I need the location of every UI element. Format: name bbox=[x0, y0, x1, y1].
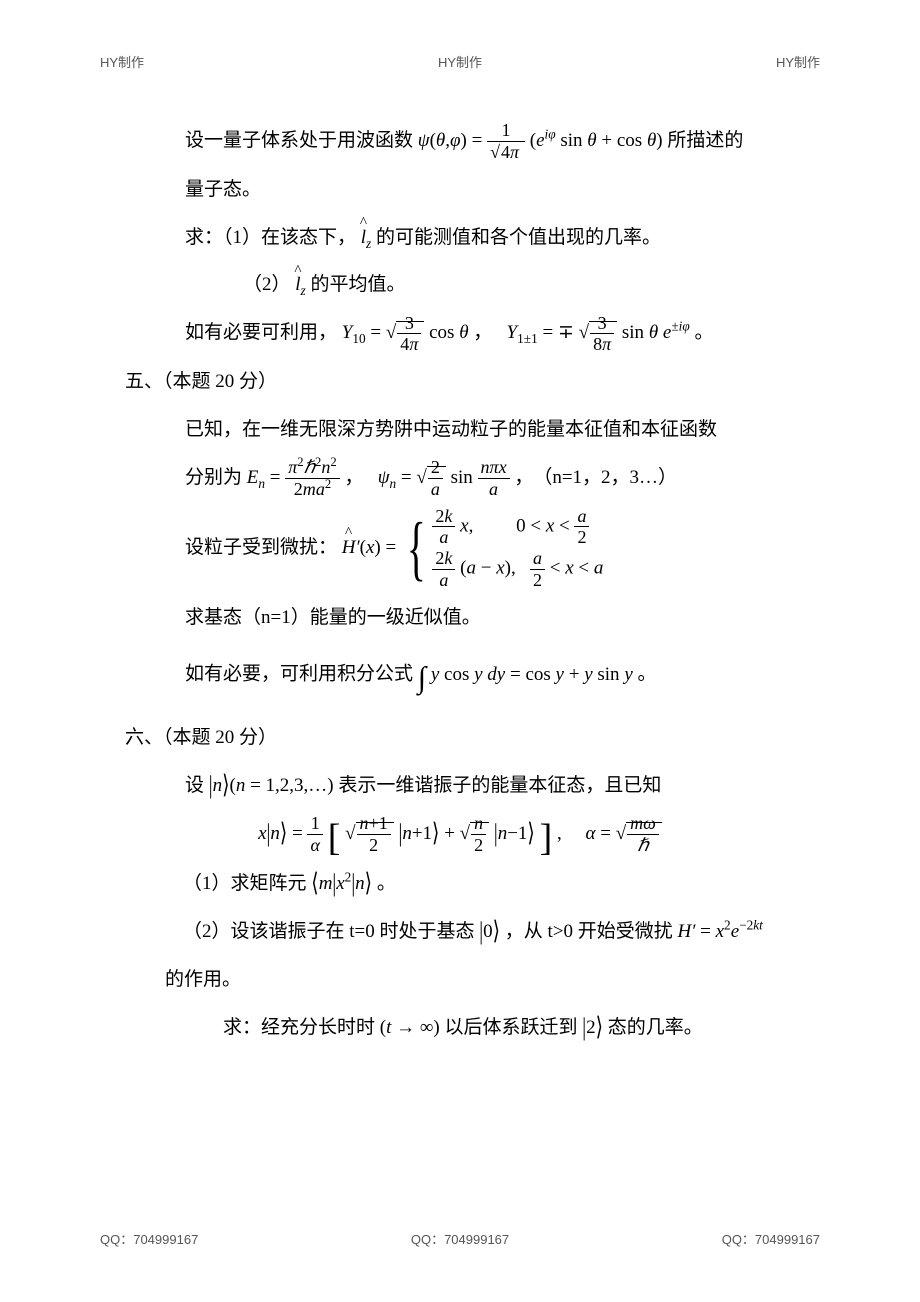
q4-line3-suffix: 的平均值。 bbox=[310, 274, 405, 295]
q4-line1c: 量子态。 bbox=[185, 169, 795, 211]
q5-perturb-prefix: 设粒子受到微扰： bbox=[185, 537, 337, 558]
q4-line1: 设一量子体系处于用波函数 ψ(θ,φ) = 1√4π (eiφ sin θ + … bbox=[185, 120, 795, 163]
q5-line2: 分别为 En = π2ℏ2n22ma2 ， ψn = √2a sin nπxa … bbox=[185, 457, 795, 500]
q5-heading: 五、（本题 20 分） bbox=[125, 361, 795, 403]
q5-cases: 2ka x, 0 < x < a2 2ka (a − x), a2 < x < … bbox=[432, 506, 603, 591]
q6-part2-mid: ，从 t>0 开始受微扰 bbox=[505, 921, 678, 942]
q5-line2-prefix: 分别为 bbox=[185, 467, 247, 488]
q6-ask: 求：经充分长时时 (t → ∞) 以后体系跃迁到 |2⟩ 态的几率。 bbox=[223, 1007, 795, 1049]
q5-line1: 已知，在一维无限深方势阱中运动粒子的能量本征值和本征函数 bbox=[185, 409, 795, 451]
q5-integral: ∫ y cos y dy = cos y + y sin y bbox=[418, 664, 638, 685]
q6-line1-suffix: 表示一维谐振子的能量本征态，且已知 bbox=[338, 775, 661, 796]
q6-part1-suffix: 。 bbox=[377, 873, 396, 894]
q4-line2-suffix: 的可能测值和各个值出现的几率。 bbox=[376, 227, 661, 248]
q6-line1: 设 |n⟩(n = 1,2,3,…) 表示一维谐振子的能量本征态，且已知 bbox=[185, 765, 795, 807]
q6-Hprime: H′ = x2e−2kt bbox=[677, 921, 762, 942]
q5-line5-prefix: 如有必要，可利用积分公式 bbox=[185, 664, 418, 685]
q5-line4: 求基态（n=1）能量的一级近似值。 bbox=[185, 597, 795, 639]
q5-En: En = π2ℏ2n22ma2 bbox=[247, 467, 345, 488]
watermark-header-left: HY制作 bbox=[100, 52, 144, 71]
q6-ask-mid: 以后体系跃迁到 bbox=[445, 1017, 583, 1038]
q6-ask-suffix: 态的几率。 bbox=[608, 1017, 703, 1038]
q4-y1pm: Y1±1 = ∓ √38π sin θ e±iφ bbox=[507, 322, 695, 343]
watermark-header-mid: HY制作 bbox=[438, 52, 482, 71]
q6-ask-prefix: 求：经充分长时时 bbox=[223, 1017, 380, 1038]
q4-psi-expr: ψ(θ,φ) = 1√4π (eiφ sin θ + cos θ) bbox=[418, 130, 668, 151]
q4-line1-suffix: 所描述的 bbox=[667, 130, 743, 151]
q6-part1: （1）求矩阵元 ⟨m|x2|n⟩ 。 bbox=[183, 863, 795, 905]
q6-line1-prefix: 设 bbox=[185, 775, 209, 796]
q4-hint-prefix: 如有必要可利用， bbox=[185, 322, 337, 343]
q4-line3-prefix: （2） bbox=[243, 274, 291, 295]
q5-Hprime: H′(x) = bbox=[342, 537, 401, 558]
q4-line2: 求：（1）在该态下， lz 的可能测值和各个值出现的几率。 bbox=[185, 217, 795, 259]
q6-ketn: |n⟩(n = 1,2,3,…) bbox=[209, 775, 339, 796]
watermark-header-right: HY制作 bbox=[776, 52, 820, 71]
watermark-footer-mid: QQ：704999167 bbox=[411, 1229, 509, 1248]
q6-eq: x|n⟩ = 1α [ √n+12 |n+1⟩ + √n2 |n−1⟩ ] , … bbox=[125, 813, 795, 857]
q5-psin: ψn = √2a sin nπxa bbox=[378, 467, 515, 488]
watermark-footer-left: QQ：704999167 bbox=[100, 1229, 198, 1248]
q5-line5-suffix: 。 bbox=[638, 664, 657, 685]
q6-part2-prefix: （2）设该谐振子在 t=0 时处于基态 bbox=[183, 921, 479, 942]
q6-matrix-elem: ⟨m|x2|n⟩ bbox=[311, 873, 377, 894]
q4-line1-prefix: 设一量子体系处于用波函数 bbox=[185, 130, 418, 151]
q4-line2-prefix: 求：（1）在该态下， bbox=[185, 227, 356, 248]
watermark-footer-right: QQ：704999167 bbox=[722, 1229, 820, 1248]
q6-part1-prefix: （1）求矩阵元 bbox=[183, 873, 311, 894]
q6-part2c: 的作用。 bbox=[165, 959, 795, 1001]
q4-hint: 如有必要可利用， Y10 = √34π cos θ ， Y1±1 = ∓ √38… bbox=[185, 312, 795, 355]
q5-line2-suffix: ， （n=1，2，3…） bbox=[514, 467, 677, 488]
q6-part2: （2）设该谐振子在 t=0 时处于基态 |0⟩ ，从 t>0 开始受微扰 H′ … bbox=[183, 911, 795, 953]
q5-line5: 如有必要，可利用积分公式 ∫ y cos y dy = cos y + y si… bbox=[185, 644, 795, 711]
q4-y10: Y10 = √34π cos θ bbox=[342, 322, 474, 343]
page-body: 设一量子体系处于用波函数 ψ(θ,φ) = 1√4π (eiφ sin θ + … bbox=[125, 120, 795, 1055]
q4-line3: （2） lz 的平均值。 bbox=[243, 264, 795, 306]
q6-heading: 六、（本题 20 分） bbox=[125, 717, 795, 759]
q5-perturb: 设粒子受到微扰： H′(x) = { 2ka x, 0 < x < a2 2ka… bbox=[185, 506, 795, 591]
